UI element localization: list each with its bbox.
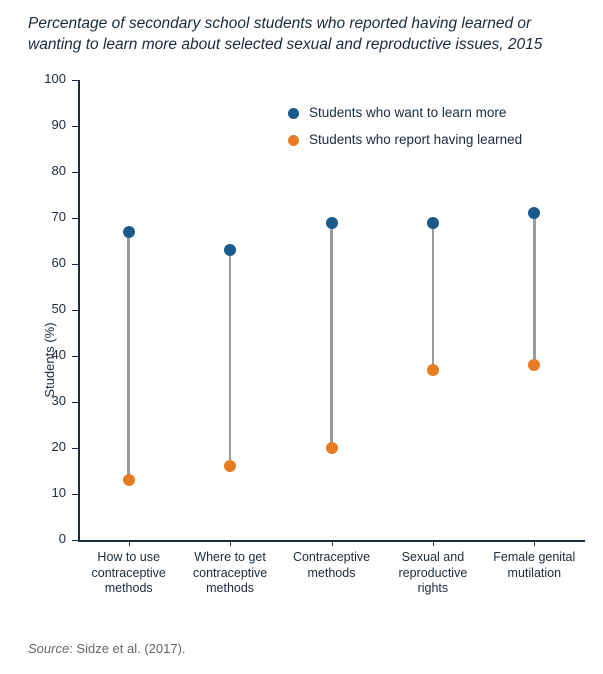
ytick-label: 80 bbox=[36, 163, 66, 178]
connector bbox=[432, 223, 435, 370]
ytick bbox=[72, 218, 78, 219]
ytick-label: 100 bbox=[36, 71, 66, 86]
ytick-label: 20 bbox=[36, 439, 66, 454]
ytick bbox=[72, 356, 78, 357]
xtick-label: How to use contraceptive methods bbox=[79, 550, 179, 597]
source-label: Source bbox=[28, 641, 69, 656]
xtick bbox=[433, 540, 434, 546]
ytick-label: 0 bbox=[36, 531, 66, 546]
ytick bbox=[72, 264, 78, 265]
ytick-label: 10 bbox=[36, 485, 66, 500]
data-point-learned bbox=[123, 474, 135, 486]
data-point-want bbox=[224, 244, 236, 256]
ytick bbox=[72, 80, 78, 81]
source-text: : Sidze et al. (2017). bbox=[69, 641, 185, 656]
chart-area: 0102030405060708090100Students (%)How to… bbox=[0, 60, 603, 620]
legend-label: Students who report having learned bbox=[309, 132, 522, 147]
y-axis bbox=[78, 80, 80, 540]
data-point-learned bbox=[326, 442, 338, 454]
connector bbox=[127, 232, 130, 480]
data-point-learned bbox=[224, 460, 236, 472]
data-point-want bbox=[326, 217, 338, 229]
data-point-learned bbox=[528, 359, 540, 371]
ytick bbox=[72, 126, 78, 127]
ytick bbox=[72, 540, 78, 541]
legend-dot-icon bbox=[288, 135, 299, 146]
ytick bbox=[72, 402, 78, 403]
ytick-label: 60 bbox=[36, 255, 66, 270]
xtick bbox=[534, 540, 535, 546]
ytick bbox=[72, 172, 78, 173]
xtick-label: Contraceptive methods bbox=[282, 550, 382, 581]
ytick-label: 70 bbox=[36, 209, 66, 224]
xtick bbox=[332, 540, 333, 546]
data-point-learned bbox=[427, 364, 439, 376]
xtick bbox=[230, 540, 231, 546]
ytick-label: 50 bbox=[36, 301, 66, 316]
xtick-label: Where to get contraceptive methods bbox=[180, 550, 280, 597]
chart-title: Percentage of secondary school students … bbox=[28, 14, 573, 56]
ytick bbox=[72, 494, 78, 495]
ytick bbox=[72, 448, 78, 449]
data-point-want bbox=[123, 226, 135, 238]
xtick bbox=[129, 540, 130, 546]
ytick-label: 90 bbox=[36, 117, 66, 132]
connector bbox=[229, 250, 232, 466]
legend-dot-icon bbox=[288, 108, 299, 119]
connector bbox=[330, 223, 333, 448]
data-point-want bbox=[427, 217, 439, 229]
xtick-label: Sexual and reproductive rights bbox=[383, 550, 483, 597]
source-line: Source: Sidze et al. (2017). bbox=[28, 641, 186, 656]
legend-item-learned: Students who report having learned bbox=[288, 132, 522, 147]
legend-label: Students who want to learn more bbox=[309, 105, 506, 120]
y-axis-label: Students (%) bbox=[42, 322, 57, 397]
data-point-want bbox=[528, 207, 540, 219]
xtick-label: Female genital mutilation bbox=[484, 550, 584, 581]
legend-item-want: Students who want to learn more bbox=[288, 105, 506, 120]
ytick bbox=[72, 310, 78, 311]
connector bbox=[533, 213, 536, 365]
